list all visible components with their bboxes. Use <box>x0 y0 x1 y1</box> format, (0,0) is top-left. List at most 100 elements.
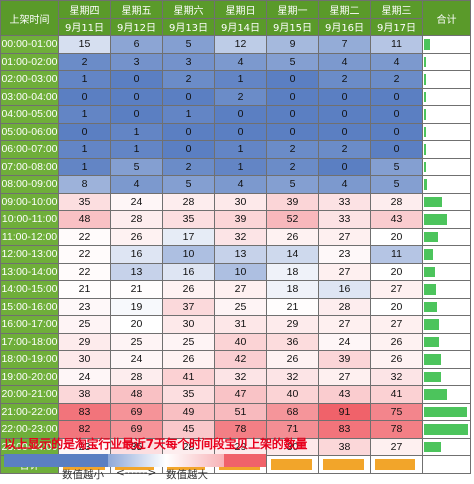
count-cell: 2 <box>162 70 215 89</box>
count-cell: 26 <box>162 280 215 299</box>
count-cell: 26 <box>266 350 319 369</box>
count-cell: 0 <box>162 87 215 106</box>
count-cell: 23 <box>318 245 371 264</box>
count-cell: 22 <box>58 227 111 246</box>
count-cell: 42 <box>214 350 267 369</box>
count-cell: 21 <box>266 297 319 316</box>
count-cell: 2 <box>370 70 423 89</box>
time-row: 11:00-12:00 22 26 17 32 26 27 20 <box>0 227 471 246</box>
date-header: 9月12日 <box>110 17 163 36</box>
count-cell: 78 <box>370 420 423 439</box>
count-cell: 28 <box>162 192 215 211</box>
count-cell: 1 <box>58 105 111 124</box>
count-cell: 22 <box>58 245 111 264</box>
count-cell: 4 <box>318 52 371 71</box>
date-header: 9月14日 <box>214 17 267 36</box>
row-total-bar <box>424 371 441 382</box>
count-cell: 2 <box>266 157 319 176</box>
row-total-bar <box>424 91 426 102</box>
count-cell: 32 <box>370 367 423 386</box>
row-total-cell <box>422 437 471 456</box>
count-cell: 1 <box>214 70 267 89</box>
time-row: 14:00-15:00 21 21 26 27 18 16 27 <box>0 280 471 299</box>
time-slot-label: 14:00-15:00 <box>0 280 59 299</box>
count-cell: 37 <box>162 297 215 316</box>
count-cell: 20 <box>110 315 163 334</box>
count-cell: 7 <box>318 35 371 54</box>
time-row: 12:00-13:00 22 16 10 13 14 23 11 <box>0 245 471 264</box>
count-cell: 18 <box>266 280 319 299</box>
row-total-cell <box>422 245 471 264</box>
time-slot-label: 15:00-16:00 <box>0 297 59 316</box>
time-row: 09:00-10:00 35 24 28 30 39 33 28 <box>0 192 471 211</box>
date-header: 9月13日 <box>162 17 215 36</box>
count-cell: 48 <box>110 385 163 404</box>
count-cell: 0 <box>266 70 319 89</box>
count-cell: 43 <box>370 210 423 229</box>
count-cell: 35 <box>162 210 215 229</box>
row-total-cell <box>422 350 471 369</box>
time-row: 21:00-22:00 83 69 49 51 68 91 75 <box>0 402 471 421</box>
row-total-bar <box>424 231 438 242</box>
count-cell: 51 <box>214 402 267 421</box>
row-total-bar <box>424 266 435 277</box>
date-header: 9月17日 <box>370 17 423 36</box>
count-cell: 0 <box>214 122 267 141</box>
count-cell: 4 <box>214 52 267 71</box>
count-cell: 0 <box>318 87 371 106</box>
time-slot-label: 04:00-05:00 <box>0 105 59 124</box>
count-cell: 10 <box>162 245 215 264</box>
count-cell: 38 <box>58 385 111 404</box>
time-row: 01:00-02:00 2 3 3 4 5 4 4 <box>0 52 471 71</box>
count-cell: 1 <box>110 122 163 141</box>
count-cell: 32 <box>214 227 267 246</box>
date-header: 9月15日 <box>266 17 319 36</box>
count-cell: 26 <box>370 332 423 351</box>
count-cell: 21 <box>58 280 111 299</box>
row-total-cell <box>422 385 471 404</box>
count-cell: 28 <box>110 367 163 386</box>
count-cell: 2 <box>318 140 371 159</box>
count-cell: 0 <box>162 122 215 141</box>
count-cell: 0 <box>370 105 423 124</box>
count-cell: 40 <box>266 385 319 404</box>
weekday-header: 星期四 <box>58 0 111 19</box>
count-cell: 4 <box>370 52 423 71</box>
count-cell: 5 <box>266 52 319 71</box>
count-cell: 30 <box>58 350 111 369</box>
count-cell: 40 <box>214 332 267 351</box>
count-cell: 1 <box>58 70 111 89</box>
count-cell: 36 <box>266 332 319 351</box>
row-total-bar <box>424 319 439 330</box>
count-cell: 1 <box>58 140 111 159</box>
count-cell: 30 <box>162 315 215 334</box>
row-total-cell <box>422 157 471 176</box>
count-cell: 24 <box>110 350 163 369</box>
time-row: 16:00-17:00 25 20 30 31 29 27 27 <box>0 315 471 334</box>
count-cell: 39 <box>318 350 371 369</box>
weekday-header: 星期五 <box>110 0 163 19</box>
count-cell: 27 <box>370 280 423 299</box>
count-cell: 49 <box>162 402 215 421</box>
row-total-bar <box>424 161 426 172</box>
count-cell: 33 <box>318 210 371 229</box>
time-row: 08:00-09:00 8 4 5 4 5 4 5 <box>0 175 471 194</box>
time-slot-label: 12:00-13:00 <box>0 245 59 264</box>
date-header: 9月16日 <box>318 17 371 36</box>
count-cell: 24 <box>58 367 111 386</box>
count-cell: 27 <box>370 315 423 334</box>
count-cell: 5 <box>110 157 163 176</box>
count-cell: 33 <box>318 192 371 211</box>
weekday-header: 星期二 <box>318 0 371 19</box>
count-cell: 26 <box>162 350 215 369</box>
count-cell: 19 <box>110 297 163 316</box>
count-cell: 2 <box>318 70 371 89</box>
time-slot-label: 00:00-01:00 <box>0 35 59 54</box>
count-cell: 0 <box>58 122 111 141</box>
count-cell: 4 <box>318 175 371 194</box>
time-slot-label: 20:00-21:00 <box>0 385 59 404</box>
time-row: 05:00-06:00 0 1 0 0 0 0 0 <box>0 122 471 141</box>
count-cell: 35 <box>162 385 215 404</box>
time-row: 15:00-16:00 23 19 37 25 21 28 20 <box>0 297 471 316</box>
count-cell: 2 <box>162 157 215 176</box>
